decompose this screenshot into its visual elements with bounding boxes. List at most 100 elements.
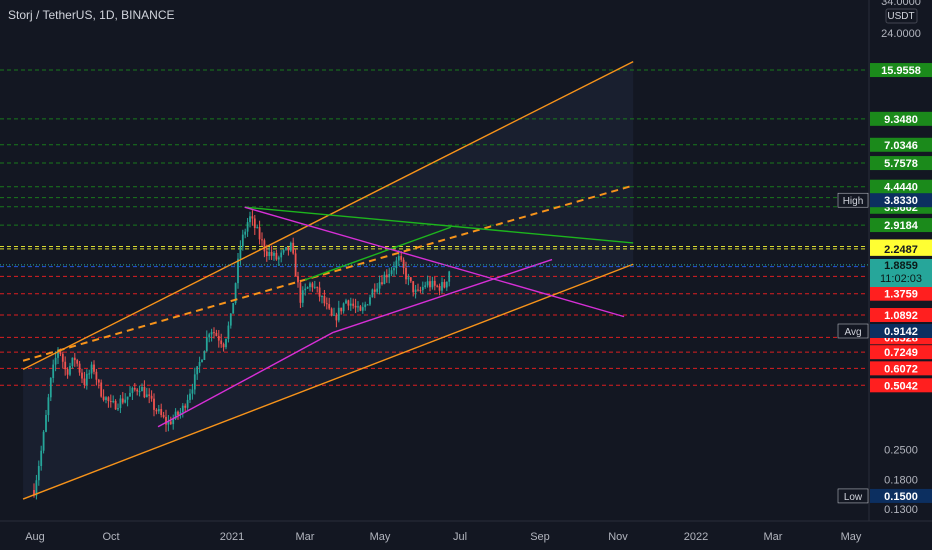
candle-body — [424, 285, 427, 288]
candle-body — [179, 412, 182, 415]
price-level-label-bg — [870, 218, 932, 233]
candle-body — [64, 361, 67, 370]
trend-line — [22, 263, 634, 500]
candle-body — [102, 396, 105, 400]
candle-body — [285, 247, 287, 250]
y-tick-label: 0.1300 — [884, 504, 918, 516]
stat-value-label: 3.8330 — [884, 195, 918, 207]
stat-value-bg — [870, 488, 932, 503]
trend-line — [332, 258, 553, 334]
candle-body — [373, 289, 376, 292]
candle-body — [49, 377, 52, 398]
candle-body — [222, 344, 225, 348]
stat-tag-label: High — [843, 196, 864, 207]
candle-body — [349, 303, 352, 306]
candle-body — [268, 251, 271, 257]
candle-body — [117, 408, 119, 410]
candle-body — [81, 372, 83, 379]
candle-body — [59, 349, 62, 354]
candle-body — [383, 274, 386, 285]
candle-body — [208, 334, 211, 338]
current-price-badge: 1.8859 11:02:03 — [870, 259, 932, 287]
stat-value-bg — [870, 193, 932, 208]
price-level-label-bg — [870, 241, 932, 256]
candle-body — [42, 431, 45, 451]
candle-body — [138, 391, 141, 393]
candle-body — [45, 415, 47, 432]
candle-body — [61, 353, 64, 362]
candle-body — [83, 378, 86, 385]
candle-countdown: 11:02:03 — [879, 273, 922, 285]
price-level-label: 0.7249 — [884, 347, 918, 359]
candle-body — [330, 308, 333, 316]
candle-body — [354, 305, 357, 308]
candle-body — [309, 283, 311, 288]
current-price: 1.8859 — [884, 260, 918, 272]
candle-body — [52, 364, 55, 378]
candle-body — [390, 270, 393, 274]
candle-body — [253, 218, 256, 228]
candle-body — [287, 247, 290, 251]
candle-body — [215, 332, 218, 336]
stat-tag-bg — [837, 323, 869, 339]
candle-body — [294, 253, 297, 277]
candle-body — [246, 222, 249, 232]
candle-body — [301, 290, 304, 303]
price-level-label: 2.2487 — [884, 244, 918, 256]
candle-body — [412, 281, 415, 293]
candle-body — [90, 364, 93, 374]
candle-body — [88, 373, 91, 375]
trend-line — [244, 206, 634, 244]
candle-body — [328, 304, 331, 309]
candle-body — [325, 303, 328, 305]
candle-body — [172, 418, 175, 425]
price-level-label: 7.0346 — [884, 140, 918, 152]
candle-body — [78, 363, 81, 373]
candle-body — [114, 400, 117, 410]
currency-label: USDT — [887, 11, 914, 22]
x-tick-label: Oct — [102, 531, 119, 543]
candle-body — [378, 282, 381, 289]
candle-body — [66, 369, 69, 375]
candle-body — [229, 313, 232, 326]
candle-body — [165, 416, 167, 425]
candle-body — [54, 357, 57, 365]
candle-body — [124, 399, 127, 403]
candle-body — [366, 304, 369, 306]
candle-body — [131, 387, 134, 393]
x-tick-label: Mar — [764, 531, 783, 543]
channel-fill — [23, 61, 634, 500]
stat-tag-bg — [837, 192, 869, 208]
candle-body — [270, 251, 273, 256]
trend-line — [157, 331, 334, 428]
candle-body — [273, 252, 275, 256]
candle-body — [189, 393, 191, 400]
candles — [33, 210, 451, 500]
price-level-label-bg — [870, 156, 932, 171]
candle-body — [225, 338, 227, 348]
candle-body — [196, 366, 199, 375]
candle-body — [311, 283, 314, 288]
price-level-label-bg — [870, 111, 932, 126]
candle-body — [201, 359, 203, 362]
candle-body — [181, 405, 184, 413]
candle-body — [318, 287, 321, 297]
x-tick-label: May — [370, 531, 391, 543]
price-level-label-bg — [870, 286, 932, 301]
candle-body — [129, 392, 131, 397]
candle-body — [258, 227, 261, 240]
stat-value-label: 0.9142 — [884, 326, 918, 338]
candle-body — [143, 387, 146, 398]
x-tick-label: Aug — [25, 531, 45, 543]
candle-body — [414, 289, 417, 293]
candle-body — [357, 306, 359, 308]
price-level-label-bg — [870, 308, 932, 323]
candle-body — [306, 287, 309, 289]
candle-body — [371, 289, 374, 298]
candle-body — [97, 379, 100, 383]
price-level-label: 0.6072 — [884, 363, 918, 375]
candle-body — [239, 246, 242, 259]
trend-line — [304, 226, 452, 281]
y-tick-label: 24.0000 — [881, 28, 921, 40]
